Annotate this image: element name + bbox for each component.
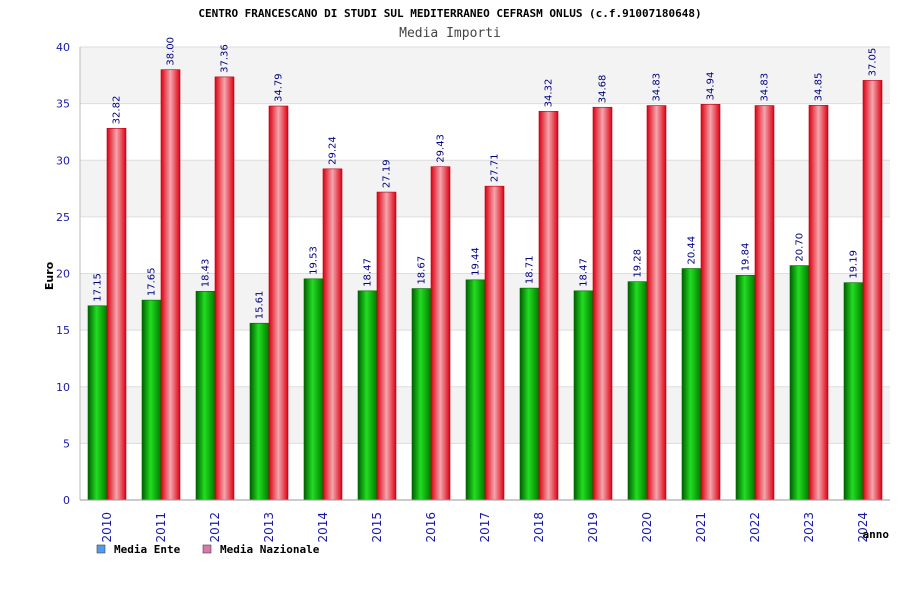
bar-media-nazionale	[808, 105, 829, 501]
bar-media-ente	[519, 287, 540, 501]
chart-subtitle: Media Importi	[399, 26, 501, 41]
data-label: 27.71	[490, 154, 501, 183]
bars	[87, 69, 883, 501]
bar-media-ente	[411, 288, 432, 501]
y-axis: 0 5 10 15 20 25 30 35 40	[56, 41, 81, 507]
bar-media-ente	[681, 268, 702, 501]
legend-swatch	[202, 544, 212, 554]
y-tick-label: 20	[56, 268, 70, 281]
data-label: 34.83	[760, 73, 771, 102]
bar-media-ente	[465, 279, 486, 501]
data-label: 18.47	[579, 258, 590, 287]
x-tick-label: 2020	[640, 512, 654, 543]
y-tick-label: 15	[56, 324, 70, 337]
legend-label: Media Ente	[114, 543, 181, 556]
x-tick-label: 2022	[748, 512, 762, 543]
x-axis-label: anno	[863, 528, 890, 541]
x-axis: 2010 2011 2012 2013 2014 2015 2016 2017 2018 2019…	[80, 499, 890, 543]
bar-media-ente	[735, 275, 756, 501]
bar-media-ente	[627, 281, 648, 501]
y-axis-label: Euro	[43, 261, 56, 290]
bar-media-nazionale	[322, 168, 343, 501]
data-label: 37.05	[868, 48, 879, 77]
data-label: 18.43	[201, 259, 212, 288]
bar-media-nazionale	[214, 76, 235, 501]
x-tick-label: 2012	[208, 512, 222, 543]
x-tick-label: 2018	[532, 512, 546, 543]
data-label: 19.44	[471, 247, 482, 276]
y-tick-label: 40	[56, 41, 70, 54]
x-tick-label: 2015	[370, 512, 384, 543]
y-tick-label: 30	[56, 154, 70, 167]
data-label: 34.32	[544, 79, 555, 108]
bar-media-ente	[303, 278, 324, 501]
bar-media-nazionale	[862, 80, 883, 501]
y-tick-label: 5	[63, 437, 70, 450]
data-label: 32.82	[112, 96, 123, 125]
x-tick-label: 2016	[424, 512, 438, 543]
bar-media-nazionale	[484, 185, 505, 501]
data-label: 19.53	[309, 246, 320, 275]
x-tick-label: 2013	[262, 512, 276, 543]
data-label: 19.28	[633, 249, 644, 278]
bar-media-nazionale	[700, 104, 721, 501]
data-label: 17.65	[147, 267, 158, 296]
y-tick-label: 35	[56, 98, 70, 111]
bar-media-ente	[87, 305, 108, 501]
data-label: 15.61	[255, 291, 266, 320]
bar-media-nazionale	[592, 106, 613, 501]
data-label: 19.84	[741, 243, 752, 272]
y-tick-label: 25	[56, 211, 70, 224]
bar-media-nazionale	[754, 105, 775, 501]
legend-swatch	[96, 544, 106, 554]
bar-media-ente	[789, 265, 810, 501]
bar-media-nazionale	[646, 105, 667, 501]
x-tick-label: 2014	[316, 512, 330, 543]
bar-media-nazionale	[376, 191, 397, 501]
data-label: 19.19	[849, 250, 860, 279]
data-label: 38.00	[166, 37, 177, 66]
bar-media-ente	[249, 322, 270, 501]
y-tick-label: 0	[63, 494, 70, 507]
x-tick-label: 2010	[100, 512, 114, 543]
bar-media-nazionale	[160, 69, 181, 501]
data-labels: 17.15 32.82 17.65 38.00 18.43 37.36 15.61 34.79…	[93, 37, 879, 319]
data-label: 34.79	[274, 73, 285, 102]
bar-media-ente	[195, 290, 216, 501]
legend-label: Media Nazionale	[220, 543, 320, 556]
bar-media-nazionale	[538, 111, 559, 501]
data-label: 18.71	[525, 255, 536, 284]
bar-media-ente	[357, 290, 378, 501]
legend: Media Ente Media Nazionale	[96, 543, 320, 556]
data-label: 29.24	[328, 136, 339, 165]
data-label: 29.43	[436, 134, 447, 163]
data-label: 34.85	[814, 73, 825, 102]
bar-media-nazionale	[106, 128, 127, 501]
data-label: 18.67	[417, 256, 428, 285]
x-tick-label: 2011	[154, 512, 168, 543]
x-tick-label: 2024	[856, 512, 870, 543]
x-tick-label: 2017	[478, 512, 492, 543]
y-tick-label: 10	[56, 381, 70, 394]
data-label: 34.68	[598, 75, 609, 104]
data-label: 20.44	[687, 236, 698, 265]
bar-media-nazionale	[268, 105, 289, 501]
bar-media-ente	[573, 290, 594, 501]
chart-title: CENTRO FRANCESCANO DI STUDI SUL MEDITERR…	[198, 7, 701, 20]
bar-media-ente	[141, 299, 162, 501]
x-tick-label: 2023	[802, 512, 816, 543]
data-label: 18.47	[363, 258, 374, 287]
x-tick-label: 2021	[694, 512, 708, 543]
data-label: 27.19	[382, 159, 393, 188]
data-label: 20.70	[795, 233, 806, 262]
x-tick-label: 2019	[586, 512, 600, 543]
data-label: 37.36	[220, 44, 231, 73]
bar-media-ente	[843, 282, 864, 501]
data-label: 34.94	[706, 72, 717, 101]
data-label: 34.83	[652, 73, 663, 102]
data-label: 17.15	[93, 273, 104, 302]
bar-media-nazionale	[430, 166, 451, 501]
